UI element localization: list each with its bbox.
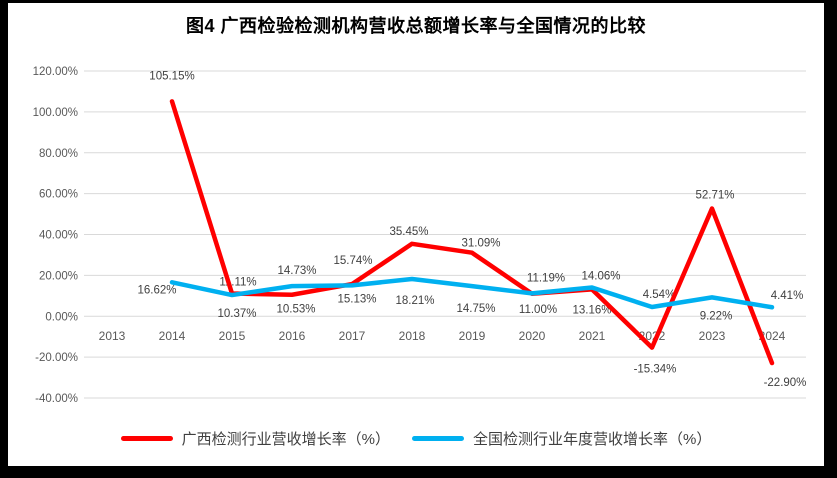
x-axis-tick-label: 2013 xyxy=(99,329,126,343)
y-axis-tick-label: 20.00% xyxy=(39,270,78,282)
y-axis-tick-label: -40.00% xyxy=(35,393,78,405)
data-label: 4.54% xyxy=(643,289,676,301)
data-label: 15.74% xyxy=(333,255,372,267)
data-label: 14.06% xyxy=(581,271,620,283)
y-axis-tick-label: 80.00% xyxy=(39,148,78,160)
x-axis-tick-label: 2015 xyxy=(219,329,246,343)
y-axis-tick-label: 60.00% xyxy=(39,189,78,201)
chart-legend: 广西检测行业营收增长率（%） 全国检测行业年度营收增长率（%） xyxy=(8,428,824,449)
x-axis-tick-label: 2024 xyxy=(759,329,786,343)
data-label: 15.13% xyxy=(337,293,376,305)
x-axis-tick-label: 2021 xyxy=(579,329,606,343)
x-axis-tick-label: 2020 xyxy=(519,329,546,343)
y-axis-tick-label: 0.00% xyxy=(45,311,78,323)
data-label: 18.21% xyxy=(395,295,434,307)
legend-item-guangxi: 广西检测行业营收增长率（%） xyxy=(120,428,390,449)
data-label: 11.00% xyxy=(519,304,557,316)
data-label: 11.19% xyxy=(527,272,565,284)
x-axis-tick-label: 2014 xyxy=(159,329,186,343)
data-label: 4.41% xyxy=(771,290,804,302)
legend-label-national: 全国检测行业年度营收增长率（%） xyxy=(473,431,712,448)
x-axis-tick-label: 2017 xyxy=(339,329,366,343)
x-axis-tick-label: 2019 xyxy=(459,329,486,343)
x-axis-tick-label: 2016 xyxy=(279,329,306,343)
series-line xyxy=(169,276,775,310)
blue-line-swatch-icon xyxy=(412,436,464,441)
data-label: 105.15% xyxy=(149,70,194,82)
data-label: 10.37% xyxy=(217,308,256,320)
legend-item-national: 全国检测行业年度营收增长率（%） xyxy=(412,428,711,449)
legend-label-guangxi: 广西检测行业营收增长率（%） xyxy=(181,431,390,448)
chart-title: 图4 广西检验检测机构营收总额增长率与全国情况的比较 xyxy=(185,16,646,36)
red-line-swatch-icon xyxy=(120,436,173,441)
data-label: -22.90% xyxy=(764,377,807,389)
data-label: 16.62% xyxy=(137,284,176,296)
data-label: 9.22% xyxy=(700,310,733,322)
data-label: 14.75% xyxy=(456,303,495,315)
data-label: 52.71% xyxy=(695,190,734,202)
y-axis-tick-label: 100.00% xyxy=(33,107,78,119)
data-label: -15.34% xyxy=(634,364,677,376)
data-label: 35.45% xyxy=(389,226,428,238)
series-line xyxy=(169,99,775,366)
y-axis-tick-label: -20.00% xyxy=(35,352,78,364)
data-label: 10.53% xyxy=(276,304,315,316)
data-label: 13.16% xyxy=(572,304,611,316)
data-label: 31.09% xyxy=(461,238,500,250)
x-axis-tick-label: 2023 xyxy=(699,329,726,343)
data-label: 14.73% xyxy=(277,265,316,277)
x-axis-tick-label: 2018 xyxy=(399,329,426,343)
y-axis-tick-label: 120.00% xyxy=(33,66,78,78)
y-axis-tick-label: 40.00% xyxy=(39,230,78,242)
